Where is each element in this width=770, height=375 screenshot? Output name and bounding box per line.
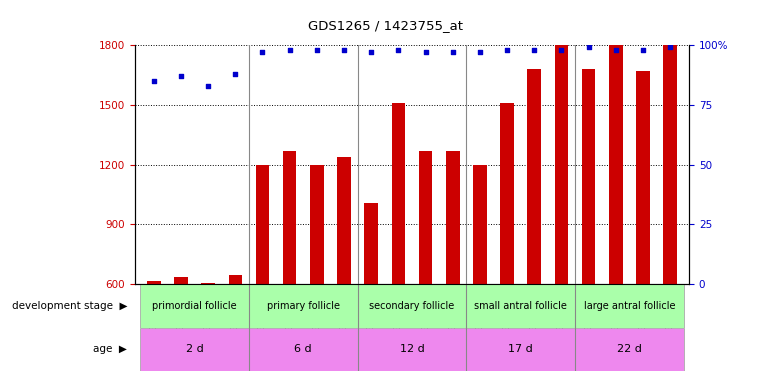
- Bar: [357, 328, 467, 371]
- Bar: [467, 328, 575, 371]
- Text: 17 d: 17 d: [508, 345, 533, 354]
- Text: primary follicle: primary follicle: [266, 301, 340, 311]
- Text: 12 d: 12 d: [400, 345, 424, 354]
- Bar: [249, 284, 357, 328]
- Bar: [575, 284, 684, 328]
- Text: small antral follicle: small antral follicle: [474, 301, 567, 311]
- Bar: [582, 69, 595, 375]
- Bar: [609, 45, 623, 375]
- Point: [310, 47, 323, 53]
- Bar: [419, 151, 432, 375]
- Bar: [636, 71, 650, 375]
- Point: [283, 47, 296, 53]
- Bar: [364, 202, 378, 375]
- Bar: [256, 165, 270, 375]
- Bar: [554, 45, 568, 375]
- Point: [555, 47, 567, 53]
- Bar: [446, 151, 460, 375]
- Text: GDS1265 / 1423755_at: GDS1265 / 1423755_at: [307, 19, 463, 32]
- Bar: [147, 280, 161, 375]
- Text: 22 d: 22 d: [617, 345, 642, 354]
- Text: large antral follicle: large antral follicle: [584, 301, 675, 311]
- Bar: [473, 165, 487, 375]
- Point: [148, 78, 160, 84]
- Point: [582, 44, 594, 50]
- Bar: [527, 69, 541, 375]
- Bar: [140, 328, 249, 371]
- Text: development stage  ▶: development stage ▶: [12, 301, 127, 311]
- Point: [175, 73, 187, 79]
- Point: [528, 47, 541, 53]
- Point: [664, 44, 676, 50]
- Bar: [663, 45, 677, 375]
- Bar: [357, 284, 467, 328]
- Text: primordial follicle: primordial follicle: [152, 301, 237, 311]
- Bar: [310, 165, 323, 375]
- Bar: [467, 284, 575, 328]
- Point: [338, 47, 350, 53]
- Bar: [140, 284, 249, 328]
- Text: 6 d: 6 d: [294, 345, 312, 354]
- Bar: [283, 151, 296, 375]
- Point: [420, 49, 432, 55]
- Point: [637, 47, 649, 53]
- Point: [229, 71, 242, 77]
- Bar: [201, 283, 215, 375]
- Bar: [229, 274, 242, 375]
- Text: secondary follicle: secondary follicle: [370, 301, 454, 311]
- Point: [447, 49, 459, 55]
- Point: [610, 47, 622, 53]
- Text: age  ▶: age ▶: [93, 345, 127, 354]
- Point: [392, 47, 404, 53]
- Point: [474, 49, 486, 55]
- Point: [202, 82, 214, 88]
- Bar: [392, 103, 405, 375]
- Bar: [575, 328, 684, 371]
- Bar: [249, 328, 357, 371]
- Point: [501, 47, 514, 53]
- Bar: [500, 103, 514, 375]
- Point: [365, 49, 377, 55]
- Point: [256, 49, 269, 55]
- Text: 2 d: 2 d: [186, 345, 203, 354]
- Bar: [174, 277, 188, 375]
- Bar: [337, 157, 351, 375]
